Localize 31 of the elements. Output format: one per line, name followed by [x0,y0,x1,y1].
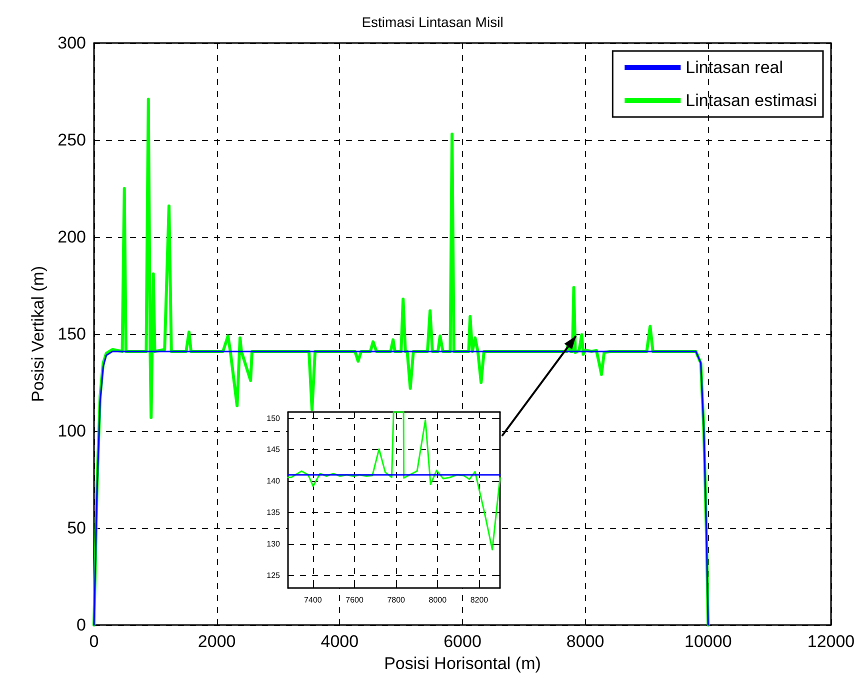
y-tick-label: 150 [266,414,281,423]
y-tick-label: 100 [58,422,86,440]
y-tick-label: 150 [58,324,86,344]
x-tick-label: 8200 [470,596,489,604]
x-tick-label: 6000 [444,632,482,651]
x-tick-label: 2000 [198,632,236,651]
y-tick-label: 140 [266,476,281,486]
y-tick-label: 50 [67,518,86,538]
x-tick-label: 7600 [346,596,364,604]
x-tick-label: 10000 [684,632,732,651]
line-series [93,350,709,626]
x-tick-label: 7800 [387,596,406,604]
y-tick-label: 130 [266,540,281,548]
chart-title: Estimasi Lintasan Misil [362,14,504,30]
legend-label: Lintasan estimasi [686,91,817,110]
y-tick-label: 0 [76,616,86,634]
y-tick-label: 250 [58,130,86,150]
y-tick-label: 125 [266,570,281,580]
x-axis-title: Posisi Horisontal (m) [384,654,541,673]
y-tick-label: 300 [58,34,86,52]
y-tick-label: 135 [266,508,281,518]
legend-label: Lintasan real [686,58,783,77]
x-tick-label: 4000 [320,632,359,651]
x-tick-label: 0 [89,632,99,651]
x-tick-label: 12000 [807,632,855,651]
y-tick-label: 200 [58,228,86,246]
x-tick-label: 8000 [428,596,448,604]
y-axis-title: Posisi Vertikal (m) [28,266,48,402]
y-tick-label: 145 [266,445,281,454]
x-tick-label: 7400 [304,596,322,604]
x-tick-label: 8000 [566,632,604,651]
